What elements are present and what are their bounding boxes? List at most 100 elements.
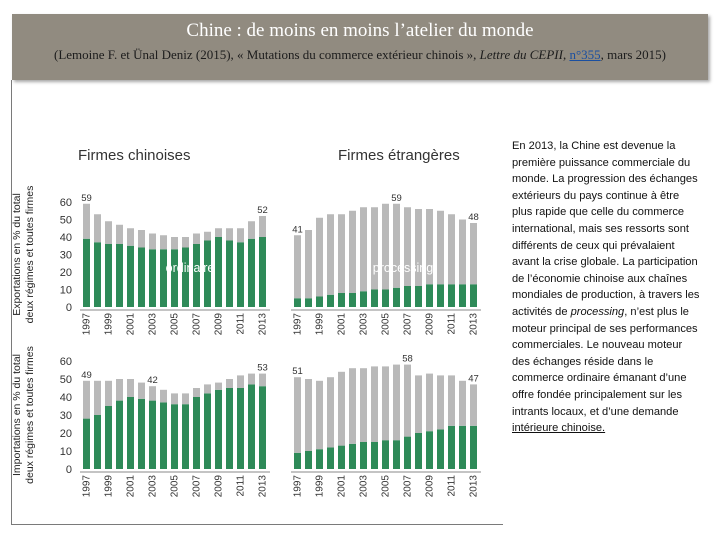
x-tick-label: 2005 xyxy=(381,475,392,498)
bar-processing xyxy=(116,379,123,401)
x-tick-label: 1999 xyxy=(104,313,115,336)
frame-line-left xyxy=(11,80,12,525)
bar-ordinaire xyxy=(83,418,90,469)
bar-ordinaire xyxy=(193,397,200,469)
x-tick-label: 2005 xyxy=(170,475,181,498)
bar-ordinaire xyxy=(305,451,312,469)
x-tick-label: 2011 xyxy=(236,475,247,497)
bar-ordinaire xyxy=(437,429,444,469)
paragraph-continued: , n’est plus le moteur principal de ses … xyxy=(512,305,698,418)
bar-processing xyxy=(171,393,178,405)
x-tick-label: 2003 xyxy=(148,313,159,336)
citation-journal: Lettre du CEPII xyxy=(479,47,563,62)
x-tick-label: 2003 xyxy=(359,475,370,498)
frame-line-bottom xyxy=(11,524,503,525)
bar-ordinaire xyxy=(259,237,266,307)
x-tick-label: 2011 xyxy=(447,475,458,497)
data-label: 51 xyxy=(292,366,303,377)
bar-processing xyxy=(105,221,112,244)
x-tick-label: 2003 xyxy=(148,475,159,498)
y-tick-label: 30 xyxy=(60,410,72,422)
data-label: 53 xyxy=(257,363,268,374)
bar-processing xyxy=(349,210,356,293)
bar-processing xyxy=(226,228,233,241)
x-tick-label: 1999 xyxy=(315,475,326,498)
bar-processing xyxy=(393,203,400,288)
bar-processing xyxy=(83,203,90,239)
bar-ordinaire xyxy=(138,398,145,469)
y-tick-label: 60 xyxy=(60,197,72,209)
bar-ordinaire xyxy=(470,425,477,469)
bar-processing xyxy=(437,210,444,285)
bar-processing xyxy=(215,382,222,390)
bar-ordinaire xyxy=(94,242,101,307)
bar-ordinaire xyxy=(349,293,356,307)
x-tick-label: 1997 xyxy=(293,475,304,498)
x-tick-label: 2011 xyxy=(447,313,458,335)
bar-ordinaire xyxy=(105,406,112,469)
bar-processing xyxy=(327,377,334,448)
y-axis-label-line2: deux régimes et toutes firmes xyxy=(24,346,36,484)
data-label: 58 xyxy=(402,354,413,365)
bar-ordinaire xyxy=(94,415,101,469)
x-tick-label: 2009 xyxy=(214,313,225,336)
bar-processing xyxy=(259,373,266,387)
bar-processing xyxy=(193,233,200,244)
bar-ordinaire xyxy=(404,286,411,307)
bar-ordinaire xyxy=(127,245,134,307)
bar-ordinaire xyxy=(327,447,334,469)
bar-processing xyxy=(215,228,222,237)
paragraph-main: En 2013, la Chine est devenue la premièr… xyxy=(512,140,700,318)
x-tick-label: 2009 xyxy=(214,475,225,498)
paragraph-link[interactable]: intérieure chinoise. xyxy=(512,422,606,435)
x-tick-label: 2007 xyxy=(403,475,414,498)
bar-processing xyxy=(83,380,90,419)
x-tick-label: 2007 xyxy=(192,313,203,336)
bar-processing xyxy=(415,209,422,286)
bar-ordinaire xyxy=(338,445,345,469)
y-axis-label-line1: Importations en % du total xyxy=(11,354,23,476)
x-tick-label: 2013 xyxy=(258,475,269,498)
bar-processing xyxy=(248,221,255,239)
bar-processing xyxy=(426,209,433,285)
bar-ordinaire xyxy=(294,298,301,307)
x-tick-label: 1997 xyxy=(82,313,93,336)
x-tick-label: 2005 xyxy=(170,313,181,336)
bar-ordinaire xyxy=(415,433,422,469)
bar-processing xyxy=(327,214,334,295)
bar-ordinaire xyxy=(393,440,400,469)
x-tick-label: 2005 xyxy=(381,313,392,336)
bar-ordinaire xyxy=(459,284,466,307)
bar-processing xyxy=(459,219,466,285)
data-label: 41 xyxy=(292,224,303,235)
bar-ordinaire xyxy=(294,452,301,469)
citation-date: , mars 2015) xyxy=(600,47,667,62)
bar-ordinaire xyxy=(149,400,156,469)
bar-ordinaire xyxy=(160,402,167,469)
paragraph-emphasis: processing xyxy=(570,305,625,318)
column-title-foreign: Firmes étrangères xyxy=(338,147,460,164)
bar-ordinaire xyxy=(305,298,312,307)
title-banner: Chine : de moins en moins l’atelier du m… xyxy=(12,14,708,80)
bar-ordinaire xyxy=(237,242,244,307)
bar-processing xyxy=(437,375,444,430)
data-label: 59 xyxy=(81,193,92,204)
bar-processing xyxy=(338,371,345,446)
bar-ordinaire xyxy=(393,287,400,307)
x-tick-label: 1999 xyxy=(315,313,326,336)
bar-processing xyxy=(382,366,389,441)
bar-processing xyxy=(204,231,211,241)
x-tick-label: 2013 xyxy=(258,313,269,336)
bar-processing xyxy=(116,224,123,244)
data-label: 47 xyxy=(468,373,479,384)
bar-processing xyxy=(448,375,455,426)
bar-processing xyxy=(371,366,378,442)
bar-ordinaire xyxy=(459,425,466,469)
bar-ordinaire xyxy=(226,240,233,307)
bar-ordinaire xyxy=(426,284,433,307)
data-label: 59 xyxy=(391,193,402,204)
citation-issue-link[interactable]: n°355 xyxy=(569,47,601,62)
bar-processing xyxy=(149,386,156,401)
bar-ordinaire xyxy=(360,442,367,469)
bar-ordinaire xyxy=(316,296,323,307)
